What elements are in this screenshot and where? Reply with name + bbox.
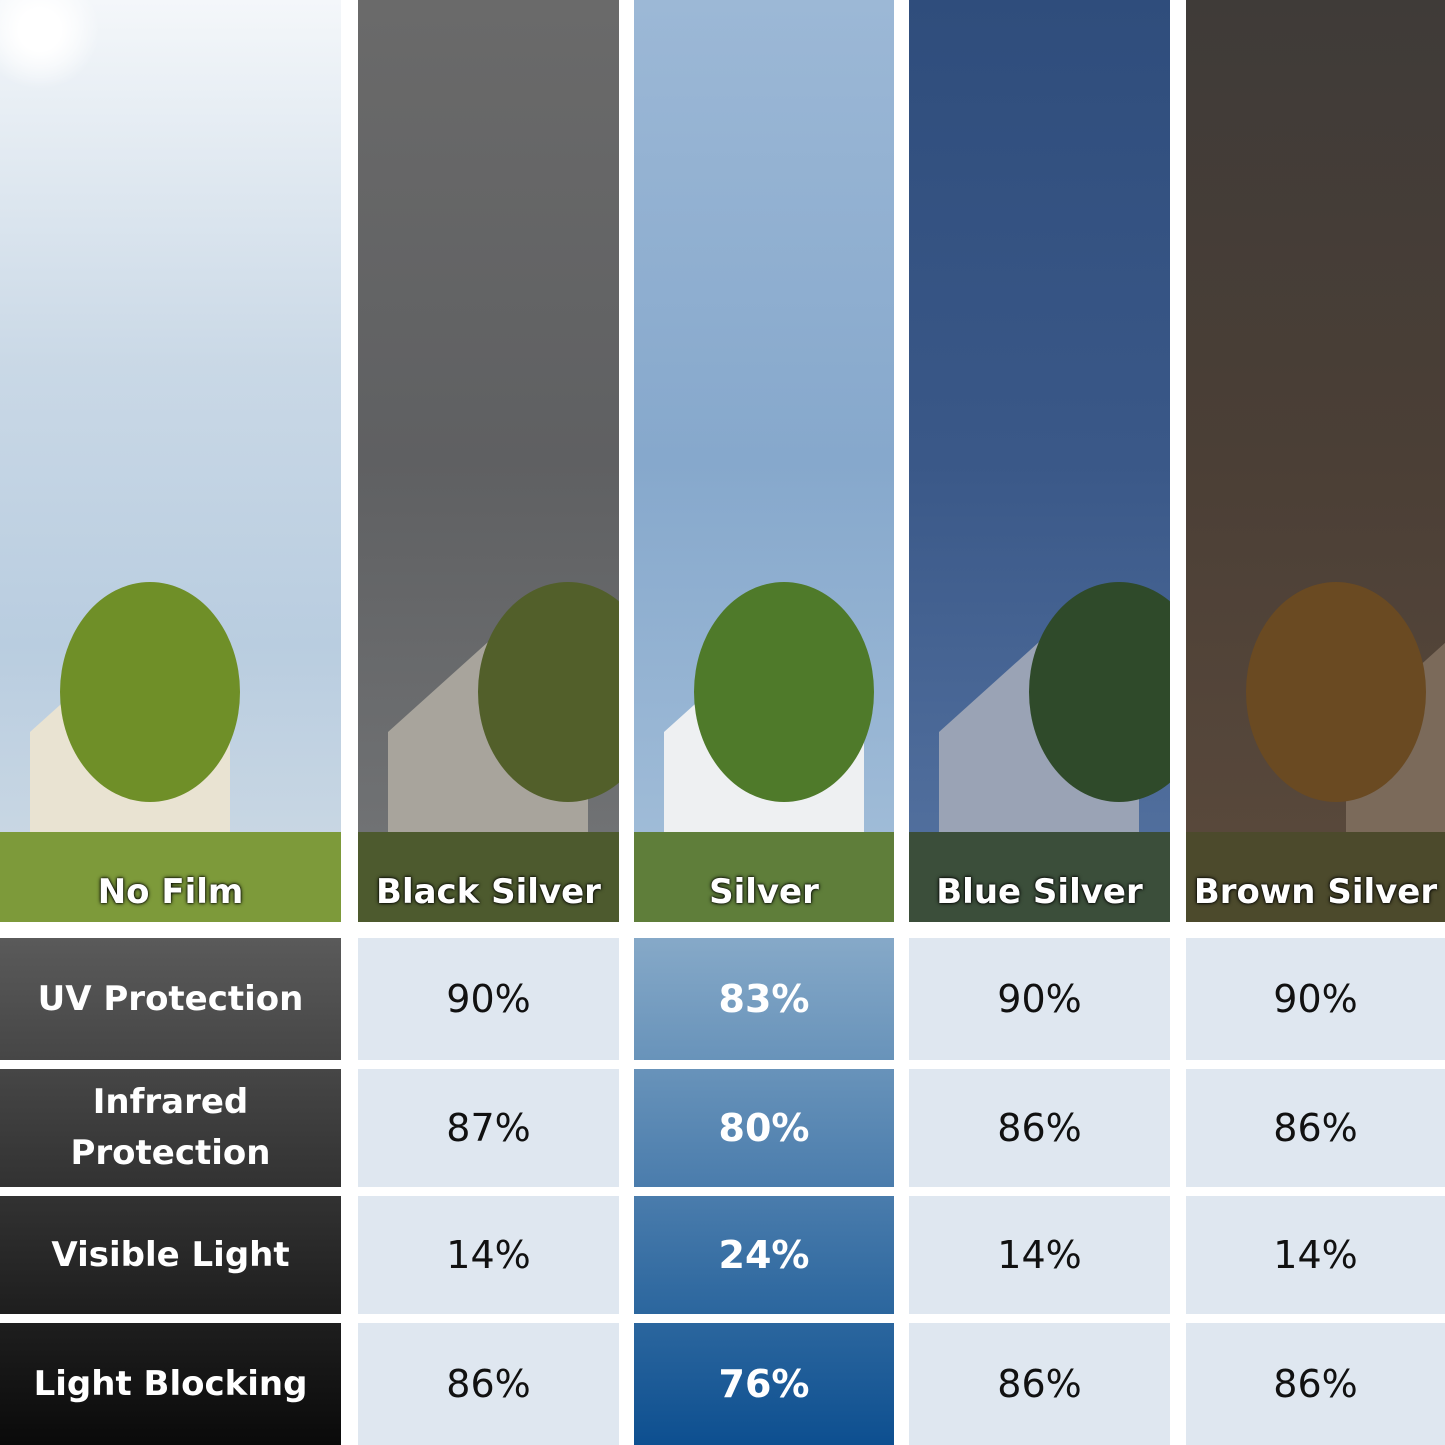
ground-image <box>1186 832 1445 922</box>
row-label: Visible Light <box>51 1234 290 1275</box>
value-cell: 86% <box>1186 1323 1445 1445</box>
row-label: UV Protection <box>37 978 304 1019</box>
ground-image <box>0 832 341 922</box>
column-label: Silver <box>709 872 819 912</box>
column-label: Black Silver <box>376 872 601 912</box>
value-cell: 76% <box>634 1323 894 1445</box>
panel-black-silver: Black Silver <box>358 0 619 922</box>
value-cell: 24% <box>634 1196 894 1314</box>
value-cell: 86% <box>1186 1069 1445 1187</box>
value-cell: 80% <box>634 1069 894 1187</box>
tree-image <box>1029 582 1170 802</box>
panel-blue-silver: Blue Silver <box>909 0 1170 922</box>
tree-image <box>478 582 619 802</box>
value-cell: 90% <box>1186 938 1445 1060</box>
value-cell: 14% <box>358 1196 619 1314</box>
row-label: Infrared Protection <box>70 1082 271 1173</box>
ground-image <box>909 832 1170 922</box>
row-header: Visible Light <box>0 1196 341 1314</box>
value-cell: 90% <box>358 938 619 1060</box>
column-label: Brown Silver <box>1193 872 1438 912</box>
value-cell: 86% <box>909 1069 1170 1187</box>
value-cell: 87% <box>358 1069 619 1187</box>
column-label: Blue Silver <box>936 872 1143 912</box>
value-cell: 86% <box>909 1323 1170 1445</box>
value-cell: 83% <box>634 938 894 1060</box>
panel-silver: Silver <box>634 0 894 922</box>
ground-image <box>358 832 619 922</box>
tree-image <box>60 582 240 802</box>
row-label: Light Blocking <box>33 1363 308 1404</box>
sun-icon <box>0 0 100 90</box>
row-header: Light Blocking <box>0 1323 341 1445</box>
value-cell: 86% <box>358 1323 619 1445</box>
tree-image <box>1246 582 1426 802</box>
value-cell: 14% <box>1186 1196 1445 1314</box>
column-label: No Film <box>97 872 244 912</box>
ground-image <box>634 832 894 922</box>
tree-image <box>694 582 874 802</box>
value-cell: 90% <box>909 938 1170 1060</box>
row-header: Infrared Protection <box>0 1069 341 1187</box>
panel-no-film: No Film <box>0 0 341 922</box>
value-cell: 14% <box>909 1196 1170 1314</box>
panel-brown-silver: Brown Silver <box>1186 0 1445 922</box>
row-header: UV Protection <box>0 938 341 1060</box>
